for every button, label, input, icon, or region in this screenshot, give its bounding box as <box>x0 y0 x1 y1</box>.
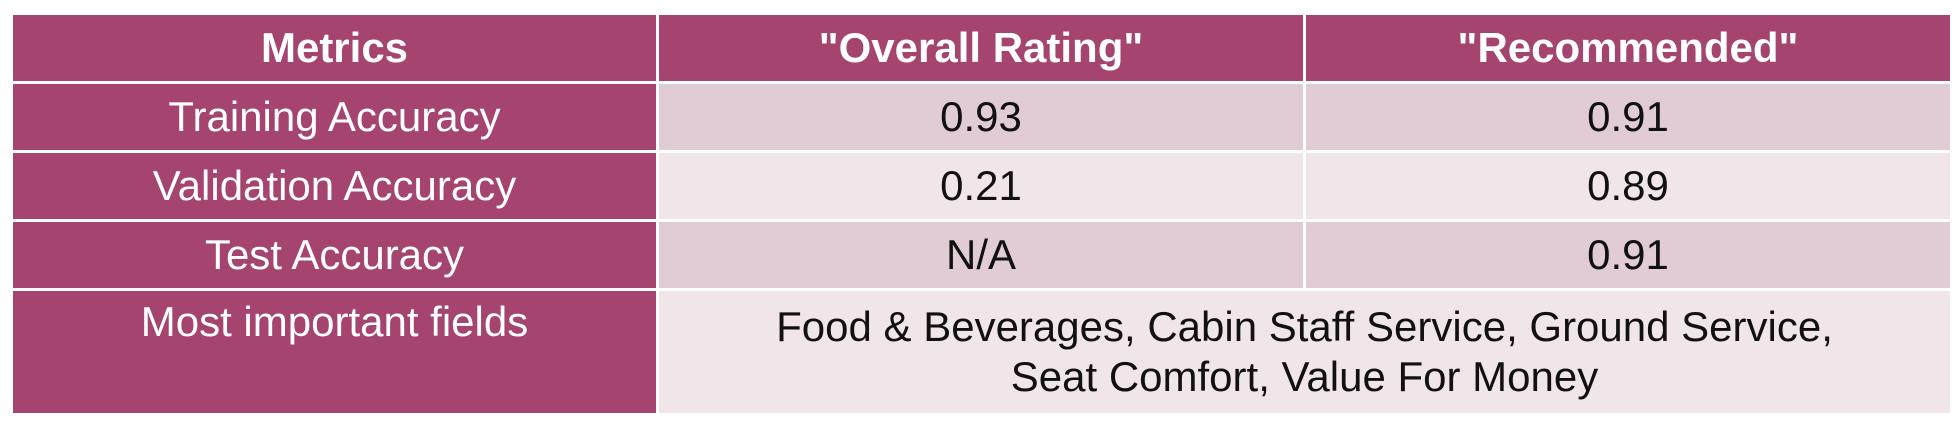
overall-rating-value: 0.93 <box>656 81 1306 153</box>
overall-rating-value: N/A <box>656 219 1306 291</box>
table-row-test-accuracy: Test Accuracy N/A 0.91 <box>10 219 1953 291</box>
recommended-value: 0.91 <box>1303 219 1953 291</box>
overall-rating-value: 0.21 <box>656 150 1306 222</box>
metrics-table: Metrics "Overall Rating" "Recommended" T… <box>10 12 1953 416</box>
header-metrics: Metrics <box>10 12 659 84</box>
important-fields-line-1: Food & Beverages, Cabin Staff Service, G… <box>776 303 1833 350</box>
important-fields-line-2: Seat Comfort, Value For Money <box>1010 353 1599 400</box>
header-row: Metrics "Overall Rating" "Recommended" <box>10 12 1953 84</box>
recommended-value: 0.91 <box>1303 81 1953 153</box>
important-fields-value: Food & Beverages, Cabin Staff Service, G… <box>656 288 1953 416</box>
row-label: Most important fields <box>10 288 659 416</box>
header-overall-rating: "Overall Rating" <box>656 12 1306 84</box>
table-row-validation-accuracy: Validation Accuracy 0.21 0.89 <box>10 150 1953 222</box>
table-row-most-important-fields: Most important fields Food & Beverages, … <box>10 288 1953 416</box>
table-row-training-accuracy: Training Accuracy 0.93 0.91 <box>10 81 1953 153</box>
row-label: Training Accuracy <box>10 81 659 153</box>
row-label: Test Accuracy <box>10 219 659 291</box>
recommended-value: 0.89 <box>1303 150 1953 222</box>
row-label: Validation Accuracy <box>10 150 659 222</box>
header-recommended: "Recommended" <box>1303 12 1953 84</box>
